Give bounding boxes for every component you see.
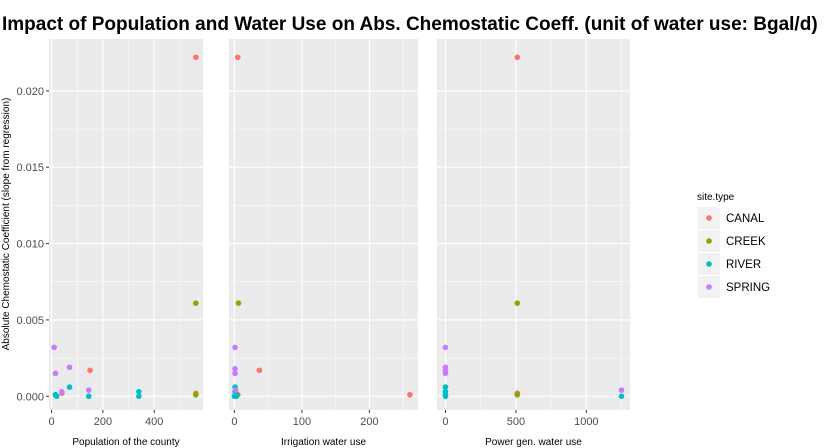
data-point-river <box>618 393 625 400</box>
legend-item-canal: CANAL <box>698 207 765 229</box>
data-point-canal <box>234 54 241 61</box>
x-axis-label: Population of the county <box>72 437 179 448</box>
panel-background <box>229 39 418 410</box>
data-point-river <box>66 384 73 390</box>
data-point-spring <box>232 365 238 372</box>
x-tick-label: 0 <box>231 416 237 428</box>
data-point-river <box>85 393 92 400</box>
x-tick-label: 500 <box>507 416 525 428</box>
legend-items: CANAL CREEK RIVER SPRING <box>698 207 770 298</box>
data-point-creek <box>193 391 199 398</box>
x-axis-label: Irrigation water use <box>281 437 366 448</box>
facet-panel-3: 0 500 1000 Power gen. water use <box>437 39 630 448</box>
data-point-canal <box>514 54 521 61</box>
y-tick-label: 0.015 <box>16 162 44 174</box>
legend-title: site.type <box>697 192 735 203</box>
legend-marker <box>706 284 712 290</box>
data-point-spring <box>59 388 65 395</box>
data-point-spring <box>232 387 239 393</box>
x-tick-label: 200 <box>360 416 378 428</box>
data-point-spring <box>232 344 238 351</box>
legend-item-river: RIVER <box>698 253 761 275</box>
data-point-river <box>136 388 142 395</box>
y-tick-label: 0.000 <box>16 391 44 403</box>
data-point-creek <box>514 391 521 398</box>
data-point-spring <box>442 370 449 377</box>
data-point-spring <box>52 370 59 377</box>
legend-marker <box>706 261 712 267</box>
x-tick-label: 0 <box>49 416 55 428</box>
x-tick-label: 400 <box>145 416 163 428</box>
data-point-river <box>233 393 240 400</box>
facet-panel-1: 0.000 0.005 0.010 0.015 0.020 0 200 400 Populati… <box>16 39 203 448</box>
legend-label: CANAL <box>726 213 765 225</box>
data-point-creek <box>193 300 199 306</box>
x-axis-label: Power gen. water use <box>485 437 582 448</box>
legend-marker <box>706 238 712 244</box>
data-point-spring <box>232 370 238 377</box>
legend-label: SPRING <box>726 282 770 294</box>
data-point-creek <box>235 300 242 306</box>
data-point-creek <box>514 300 521 306</box>
y-axis-label: Absolute Chemostatic Coefficient (slope … <box>1 98 12 351</box>
data-point-spring <box>51 344 57 351</box>
x-tick-label: 200 <box>94 416 112 428</box>
facet-panel-2: 0 100 200 Irrigation water use <box>229 39 418 448</box>
data-point-canal <box>193 54 199 61</box>
legend-item-spring: SPRING <box>698 276 770 298</box>
y-tick-label: 0.020 <box>16 86 44 98</box>
legend-label: RIVER <box>726 259 761 271</box>
data-point-canal <box>256 367 263 374</box>
legend-item-creek: CREEK <box>698 230 766 252</box>
x-tick-label: 0 <box>442 416 448 428</box>
facet-panels: 0.000 0.005 0.010 0.015 0.020 0 200 400 Populati… <box>16 39 630 448</box>
legend-label: CREEK <box>726 236 766 248</box>
panel-background <box>437 39 630 410</box>
panel-background <box>49 39 203 410</box>
data-point-river <box>442 384 449 390</box>
legend-marker <box>706 215 712 221</box>
y-tick-label: 0.010 <box>16 239 44 251</box>
data-point-spring <box>618 387 625 393</box>
data-point-canal <box>87 367 93 374</box>
x-tick-label: 1000 <box>574 416 598 428</box>
legend: site.type CANAL CREEK RIVER SPRING <box>697 192 770 298</box>
x-tick-label: 100 <box>293 416 311 428</box>
data-point-river <box>442 393 449 400</box>
chart-title: Impact of Population and Water Use on Ab… <box>2 14 818 35</box>
data-point-spring <box>85 387 92 393</box>
data-point-spring <box>442 344 449 351</box>
data-point-river <box>53 393 60 400</box>
data-point-canal <box>407 391 413 398</box>
data-point-river <box>136 393 142 400</box>
data-point-spring <box>66 364 73 371</box>
y-tick-label: 0.005 <box>16 315 44 327</box>
